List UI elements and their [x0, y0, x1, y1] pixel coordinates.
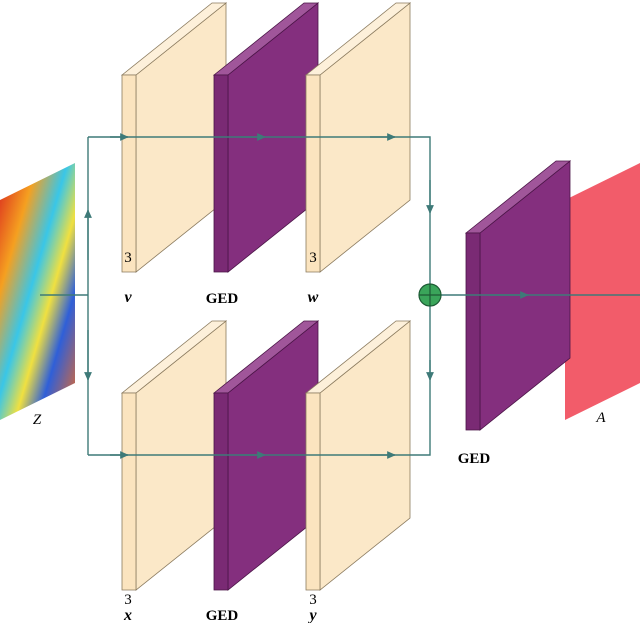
connections: [40, 133, 640, 459]
block-face: [465, 232, 481, 431]
block-face: [213, 74, 229, 273]
channels-label: 3: [309, 250, 317, 266]
input-image: [0, 163, 75, 420]
input-label: Z: [33, 412, 42, 428]
output-image: [565, 163, 640, 420]
block-label: GED: [206, 608, 239, 623]
channels-label: 3: [124, 250, 132, 266]
block-label: GED: [206, 291, 239, 307]
merge-label: GED: [458, 451, 491, 467]
tensor-label: w: [308, 289, 319, 306]
block-face: [213, 392, 229, 591]
block-face: [305, 392, 321, 591]
tensor-label: x: [123, 607, 132, 623]
output-label: A: [595, 410, 606, 426]
channels-label: 3: [124, 592, 132, 608]
block-face: [305, 74, 321, 273]
block-face: [121, 74, 137, 273]
tensor-label: y: [307, 607, 317, 623]
block-face: [121, 392, 137, 591]
channels-label: 3: [309, 592, 317, 608]
tensor-label: v: [124, 289, 132, 306]
